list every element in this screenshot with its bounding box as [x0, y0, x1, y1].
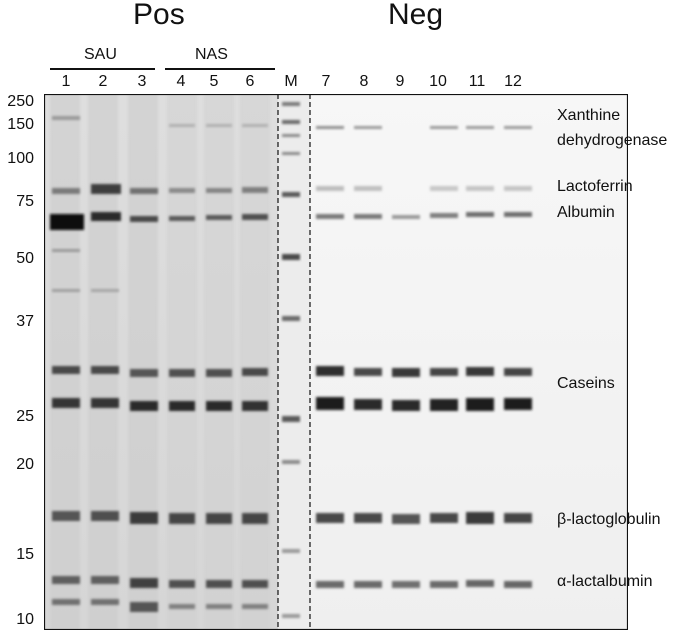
label-a-lactalbumin: α-lactalbumin [557, 573, 653, 590]
lane-label: 1 [61, 73, 71, 90]
mw-label: 150 [7, 116, 34, 133]
group-title-pos: Pos [133, 0, 185, 31]
lane-label: 8 [359, 73, 369, 90]
lane-label: 10 [429, 73, 447, 90]
pos-bands [50, 116, 268, 612]
lane-label-marker: M [284, 73, 298, 90]
gel-image [44, 94, 628, 630]
sau-bracket-line [50, 68, 155, 70]
subgroup-nas: NAS [195, 46, 228, 63]
label-albumin: Albumin [557, 204, 615, 221]
mw-label: 10 [16, 611, 34, 628]
lane-label: 4 [176, 73, 186, 90]
lane-label: 12 [504, 73, 522, 90]
label-dehydrogenase: dehydrogenase [557, 132, 668, 149]
lane-label: 6 [245, 73, 255, 90]
group-title-neg: Neg [388, 0, 444, 31]
pos-lanes [50, 94, 270, 630]
lane-label: 3 [137, 73, 147, 90]
mw-label: 75 [16, 193, 34, 210]
mw-label: 50 [16, 250, 34, 267]
marker-ladder [282, 102, 300, 618]
pos-region [44, 94, 278, 630]
mw-label: 25 [16, 408, 34, 425]
neg-bands [316, 126, 532, 588]
label-lactoferrin: Lactoferrin [557, 178, 633, 195]
marker-region [278, 94, 310, 630]
gel-frame [44, 94, 628, 630]
lane-label: 2 [98, 73, 108, 90]
lane-label: 9 [395, 73, 405, 90]
neg-region [310, 94, 628, 630]
lane-label: 7 [321, 73, 331, 90]
lane-label: 5 [209, 73, 219, 90]
mw-label: 100 [7, 150, 34, 167]
subgroup-sau: SAU [84, 46, 117, 63]
mw-label: 250 [7, 93, 34, 110]
mw-label: 37 [16, 313, 34, 330]
mw-label: 20 [16, 456, 34, 473]
lane-label: 11 [468, 73, 486, 90]
label-caseins: Caseins [557, 375, 615, 392]
label-b-lactoglobulin: β-lactoglobulin [557, 511, 661, 528]
mw-label: 15 [16, 546, 34, 563]
nas-bracket-line [165, 68, 275, 70]
label-xanthine: Xanthine [557, 107, 621, 124]
